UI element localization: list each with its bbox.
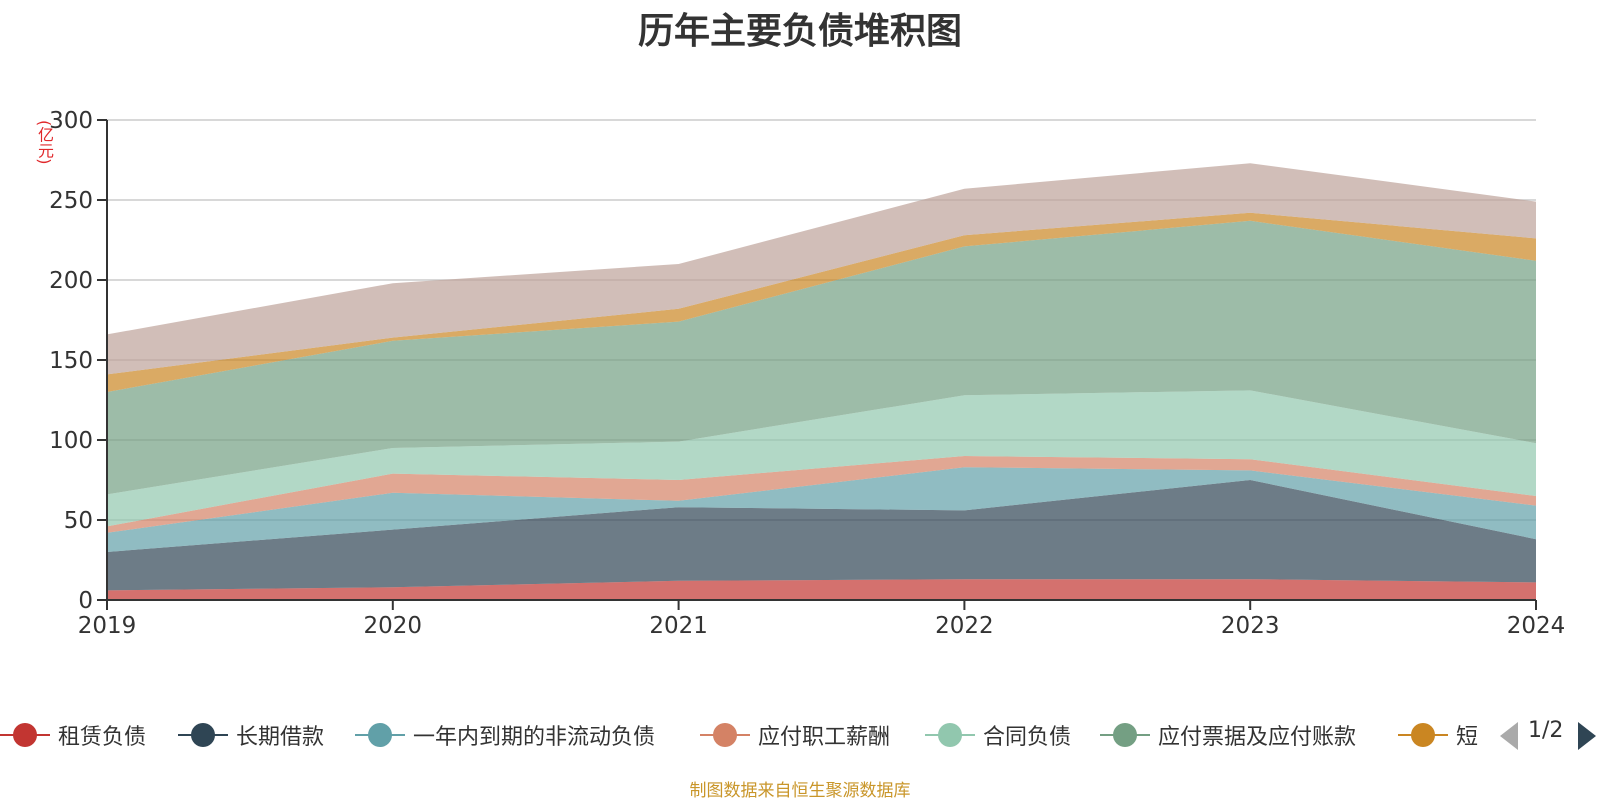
legend-label: 短 [1456,725,1479,750]
chart-plot: 0 50 100 150 200 250 300 2019 2020 2021 2022 2023 20… [49,108,1566,639]
legend-item[interactable]: 应付职工薪酬 [700,712,890,758]
area-series-1[interactable] [107,480,1536,591]
chart-title: 历年主要负债堆积图 [637,11,962,52]
x-tick-label: 2020 [364,613,423,639]
y-tick-label: 100 [49,428,93,454]
area-series-4[interactable] [107,390,1536,527]
y-tick-label: 150 [49,348,93,374]
legend-marker-icon [1100,712,1150,758]
legend-label: 合同负债 [983,725,1072,750]
legend-label: 长期借款 [236,725,325,750]
legend-marker-icon [925,712,975,758]
x-tick-label: 2023 [1221,613,1280,639]
y-tick-label: 50 [64,508,93,534]
legend-marker-icon [0,712,50,758]
legend-label: 租赁负债 [58,725,147,750]
legend-label: 应付职工薪酬 [758,725,891,750]
legend-next-page-button[interactable] [1578,722,1596,750]
y-tick-label: 200 [49,268,93,294]
y-tick-label: 0 [78,588,93,614]
legend-item[interactable]: 一年内到期的非流动负债 [355,712,655,758]
y-tick-label: 300 [49,108,93,134]
x-tick-label: 2019 [78,613,137,639]
x-tick-label: 2021 [649,613,708,639]
legend-marker-icon [178,712,228,758]
source-note: 制图数据来自恒生聚源数据库 [689,781,911,801]
legend-item[interactable]: 长期借款 [178,712,324,758]
legend-item[interactable]: 应付票据及应付账款 [1100,712,1356,758]
legend-marker-icon [355,712,405,758]
area-series-0[interactable] [107,579,1536,600]
y-axis-unit: (亿元) [35,120,54,165]
legend-label: 一年内到期的非流动负债 [413,725,656,750]
legend-item[interactable]: 合同负债 [925,712,1071,758]
legend: 租赁负债 长期借款 一年内到期的非流动负债 应付职工薪酬 合同负债 应付票据及应付账款短 … [0,712,1600,758]
x-tick-label: 2022 [935,613,994,639]
area-series-5[interactable] [107,220,1536,495]
area-series-2[interactable] [107,467,1536,552]
legend-label: 应付票据及应付账款 [1158,725,1357,750]
legend-marker-icon [1398,712,1448,758]
area-series-6[interactable] [107,212,1536,392]
legend-item[interactable]: 租赁负债 [0,712,146,758]
legend-marker-icon [700,712,750,758]
legend-item[interactable]: 短 [1398,712,1478,758]
area-series-3[interactable] [107,456,1536,533]
y-tick-label: 250 [49,188,93,214]
area-series-7[interactable] [107,163,1536,375]
x-tick-label: 2024 [1507,613,1566,639]
legend-prev-page-button[interactable] [1500,722,1518,750]
legend-page-indicator: 1/2 [1528,718,1564,743]
